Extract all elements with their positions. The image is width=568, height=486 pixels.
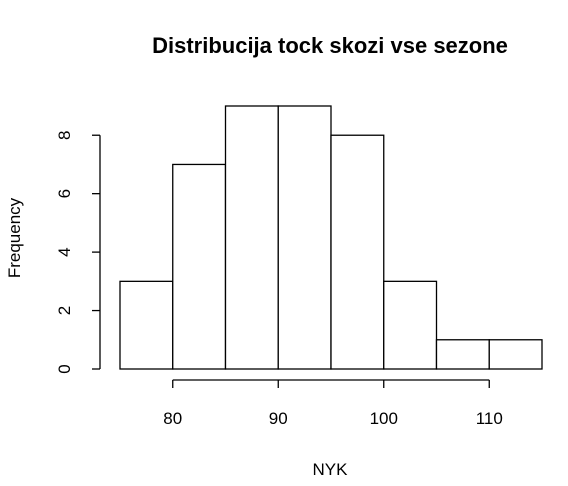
histogram-bar-4	[330, 134, 385, 370]
y-tick-label-4: 4	[55, 247, 74, 256]
y-axis: 0 2 4 6 8	[55, 130, 101, 374]
y-tick-label-6: 6	[55, 189, 74, 198]
x-tick-label-110: 110	[476, 409, 503, 428]
histogram-bar-7	[488, 339, 543, 370]
histogram-bar-2	[224, 105, 279, 370]
y-tick-label-0: 0	[55, 364, 74, 373]
y-tick-label-8: 8	[55, 130, 74, 139]
histogram-bar-1	[172, 163, 227, 370]
histogram-bar-3	[277, 105, 332, 370]
histogram-bar-6	[435, 339, 490, 370]
histogram-bar-5	[383, 280, 438, 370]
x-tick-label-80: 80	[163, 409, 182, 428]
bars-group	[119, 105, 543, 370]
x-axis-label: NYK	[313, 460, 349, 479]
x-tick-label-100: 100	[370, 409, 398, 428]
chart-title: Distribucija tock skozi vse sezone	[152, 33, 508, 58]
histogram-bar-0	[119, 280, 174, 370]
x-axis: 80 90 100 110	[163, 379, 503, 428]
x-tick-label-90: 90	[269, 409, 288, 428]
y-axis-label: Frequency	[5, 197, 24, 278]
y-tick-label-2: 2	[55, 306, 74, 315]
